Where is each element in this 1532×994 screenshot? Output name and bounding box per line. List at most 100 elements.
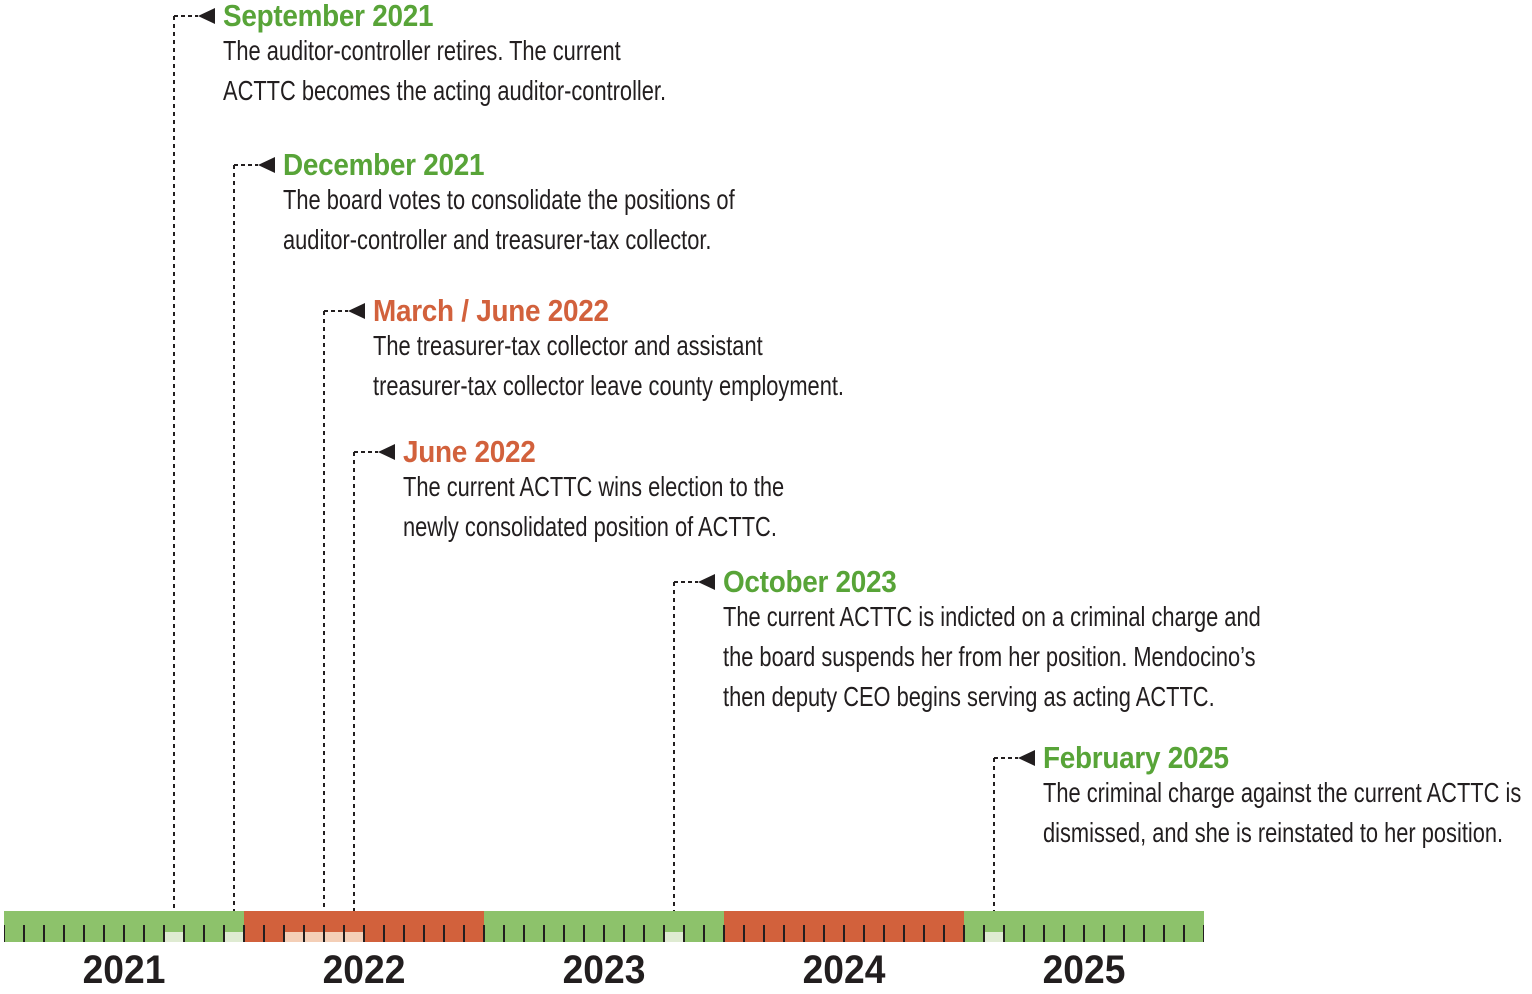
- month-tick: [263, 925, 265, 942]
- month-tick: [843, 925, 845, 942]
- leader-line-vertical: [673, 582, 675, 911]
- year-label: 2021: [82, 948, 166, 992]
- leader-line-vertical: [353, 452, 355, 911]
- month-tick: [723, 925, 725, 942]
- event-description-line: The current ACTTC wins election to the: [403, 471, 785, 502]
- arrow-left-icon: [258, 157, 275, 173]
- event-title: December 2021: [283, 147, 485, 182]
- month-tick: [623, 925, 625, 942]
- month-tick: [303, 925, 305, 942]
- month-tick: [63, 925, 65, 942]
- month-tick: [1123, 925, 1125, 942]
- month-tick: [1083, 925, 1085, 942]
- month-tick: [1003, 925, 1005, 942]
- leader-line-horizontal: [174, 15, 198, 17]
- month-tick: [203, 925, 205, 942]
- event-description-line: then deputy CEO begins serving as acting…: [723, 681, 1215, 712]
- month-tick: [643, 925, 645, 942]
- event-title: February 2025: [1043, 740, 1229, 775]
- month-tick: [663, 925, 665, 942]
- leader-line-horizontal: [324, 310, 348, 312]
- event-month-highlight: [164, 932, 184, 942]
- month-tick: [523, 925, 525, 942]
- leader-line-horizontal: [674, 581, 698, 583]
- month-tick: [923, 925, 925, 942]
- month-tick: [963, 925, 965, 942]
- event-description-line: treasurer-tax collector leave county emp…: [373, 370, 844, 401]
- month-tick: [363, 925, 365, 942]
- leader-line-vertical: [323, 311, 325, 923]
- event-title: June 2022: [403, 434, 536, 469]
- month-tick: [563, 925, 565, 942]
- month-tick: [1163, 925, 1165, 942]
- event-description: The criminal charge against the current …: [1043, 773, 1521, 853]
- month-tick: [103, 925, 105, 942]
- event-month-highlight: [984, 932, 1004, 942]
- event-description-line: auditor-controller and treasurer-tax col…: [283, 224, 712, 255]
- month-tick: [483, 925, 485, 942]
- event-description: The treasurer-tax collector and assistan…: [373, 326, 844, 406]
- month-tick: [403, 925, 405, 942]
- event-month-highlight: [344, 932, 364, 942]
- month-tick: [23, 925, 25, 942]
- month-tick: [143, 925, 145, 942]
- leader-line-horizontal: [354, 451, 378, 453]
- month-tick: [543, 925, 545, 942]
- leader-line-vertical: [233, 165, 235, 911]
- arrow-left-icon: [378, 444, 395, 460]
- event-description-line: The current ACTTC is indicted on a crimi…: [723, 601, 1261, 632]
- month-tick: [903, 925, 905, 942]
- month-tick: [823, 925, 825, 942]
- month-tick: [1103, 925, 1105, 942]
- month-tick: [283, 925, 285, 942]
- month-tick: [683, 925, 685, 942]
- event-description-line: The auditor-controller retires. The curr…: [223, 35, 621, 66]
- leader-line-horizontal: [234, 164, 258, 166]
- month-tick: [463, 925, 465, 942]
- event-title: March / June 2022: [373, 293, 609, 328]
- leader-line-horizontal: [994, 757, 1018, 759]
- event-description-line: The board votes to consolidate the posit…: [283, 184, 735, 215]
- month-tick: [123, 925, 125, 942]
- month-tick: [83, 925, 85, 942]
- event-description-line: The treasurer-tax collector and assistan…: [373, 330, 763, 361]
- year-label: 2025: [1042, 948, 1126, 992]
- arrow-left-icon: [198, 8, 215, 24]
- month-tick: [763, 925, 765, 942]
- month-tick: [983, 925, 985, 942]
- month-tick: [703, 925, 705, 942]
- month-tick: [1063, 925, 1065, 942]
- timeline-bar: [4, 911, 1204, 942]
- month-tick: [223, 925, 225, 942]
- leader-line-vertical: [173, 16, 175, 911]
- month-tick: [1023, 925, 1025, 942]
- month-tick: [1043, 925, 1045, 942]
- year-label: 2023: [562, 948, 646, 992]
- event-title: October 2023: [723, 564, 897, 599]
- month-tick: [583, 925, 585, 942]
- month-tick: [783, 925, 785, 942]
- month-tick: [323, 925, 325, 942]
- event-title: September 2021: [223, 0, 434, 33]
- event-description: The current ACTTC wins election to the ne…: [403, 467, 784, 547]
- event-month-highlight: [664, 932, 684, 942]
- month-tick: [803, 925, 805, 942]
- month-tick: [603, 925, 605, 942]
- month-tick: [1203, 925, 1204, 942]
- event-description: The auditor-controller retires. The curr…: [223, 31, 666, 111]
- year-label: 2022: [322, 948, 406, 992]
- month-tick: [243, 925, 245, 942]
- event-month-highlight: [224, 932, 244, 942]
- month-tick: [863, 925, 865, 942]
- event-description-line: dismissed, and she is reinstated to her …: [1043, 817, 1504, 848]
- month-tick: [183, 925, 185, 942]
- arrow-left-icon: [698, 574, 715, 590]
- leader-line-vertical: [993, 758, 995, 911]
- arrow-left-icon: [1018, 750, 1035, 766]
- event-description-line: The criminal charge against the current …: [1043, 777, 1522, 808]
- month-tick: [1143, 925, 1145, 942]
- event-description-line: the board suspends her from her position…: [723, 641, 1256, 672]
- month-tick: [943, 925, 945, 942]
- month-tick: [423, 925, 425, 942]
